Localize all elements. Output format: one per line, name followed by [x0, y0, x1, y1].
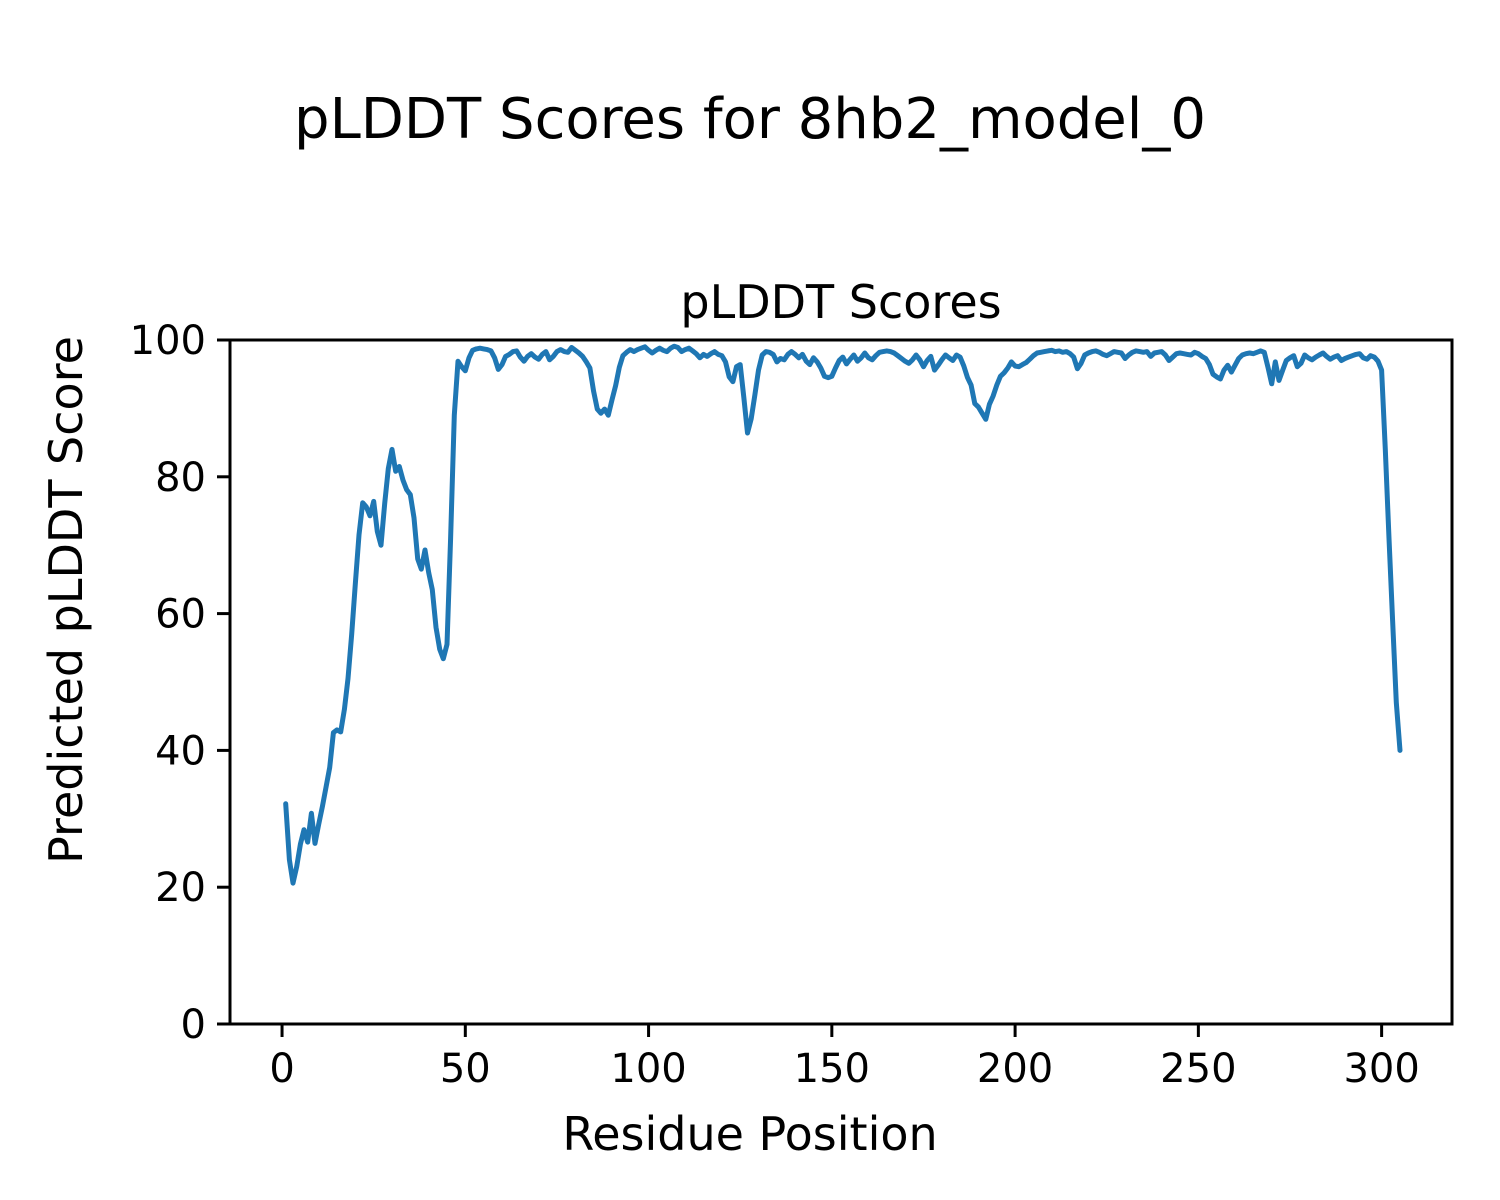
axes-title: pLDDT Scores: [680, 275, 1001, 329]
x-axis-ticks: 0 50 100 150 200 250 300: [269, 1024, 1420, 1092]
x-tick-label: 100: [610, 1046, 686, 1092]
x-tick-label: 150: [794, 1046, 870, 1092]
y-tick-label: 60: [155, 592, 206, 638]
y-axis-ticks: 0 20 40 60 80 100: [130, 318, 230, 1048]
figure-title: pLDDT Scores for 8hb2_model_0: [294, 87, 1206, 152]
x-tick-label: 300: [1343, 1046, 1419, 1092]
y-axis-label: Predicted pLDDT Score: [39, 336, 93, 864]
y-tick-label: 100: [130, 318, 206, 364]
x-tick-label: 50: [440, 1046, 491, 1092]
x-tick-label: 250: [1160, 1046, 1236, 1092]
x-axis-label: Residue Position: [562, 1107, 937, 1161]
x-tick-label: 200: [977, 1046, 1053, 1092]
y-tick-label: 0: [181, 1002, 206, 1048]
plddt-line: [283, 343, 1403, 886]
plot-area: [228, 338, 1454, 1026]
y-tick-label: 40: [155, 728, 206, 774]
y-tick-label: 20: [155, 865, 206, 911]
y-tick-label: 80: [155, 455, 206, 501]
x-tick-label: 0: [269, 1046, 294, 1092]
